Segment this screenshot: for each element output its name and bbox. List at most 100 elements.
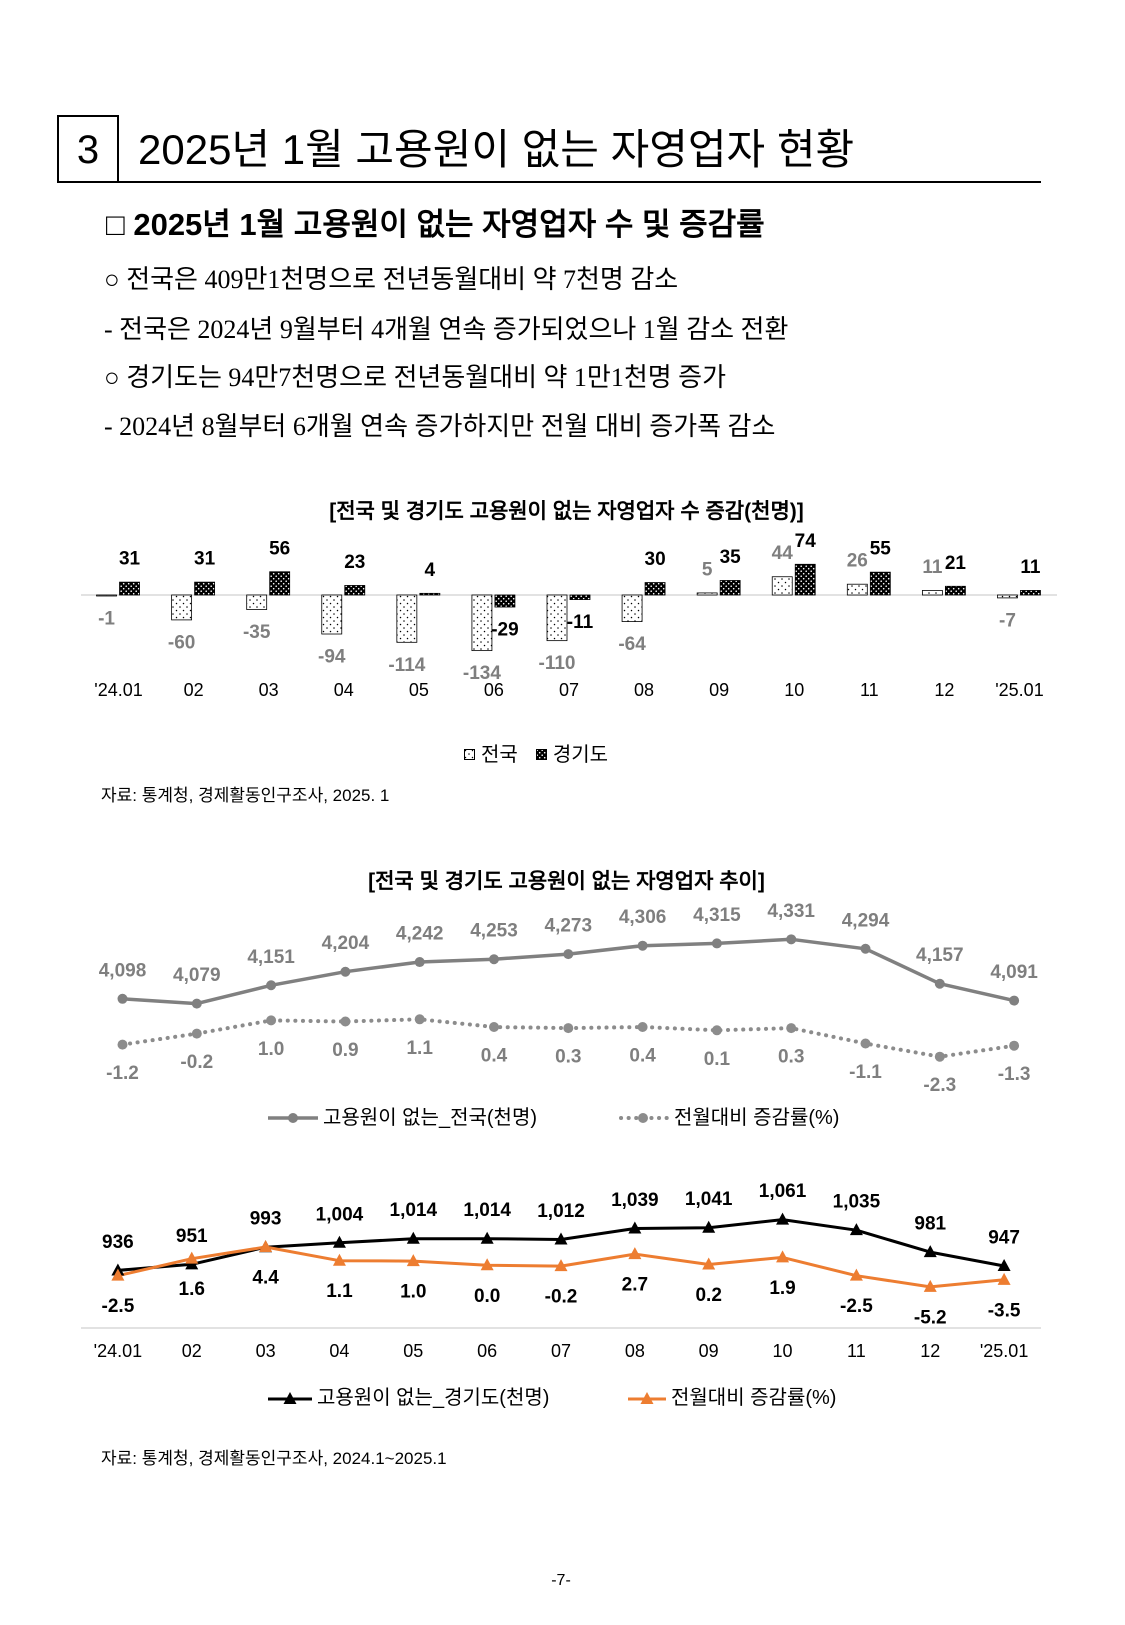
data-label-national-count: 4,315 <box>693 905 741 926</box>
data-label-national-count: 4,294 <box>842 910 890 931</box>
data-label-national-rate: -1.1 <box>849 1062 882 1083</box>
x-tick-label: 02 <box>184 680 204 700</box>
summary-sub-bullet: - 전국은 2024년 9월부터 4개월 연속 증가되었으나 1월 감소 전환 <box>104 315 789 344</box>
legend-label-gyeonggi: 경기도 <box>552 744 609 766</box>
data-label-gyeonggi: -11 <box>567 612 594 633</box>
marker-gyeonggi-count <box>259 1240 273 1253</box>
x-tick-label: 03 <box>256 1341 276 1361</box>
marker-national-count <box>266 980 277 991</box>
bar-gyeonggi <box>644 582 666 596</box>
marker-gyeonggi-rate <box>702 1257 716 1270</box>
marker-national-count <box>934 978 945 989</box>
bar-national <box>171 594 193 621</box>
x-tick-label: '24.01 <box>94 1341 142 1361</box>
x-tick-label: 09 <box>709 680 729 700</box>
x-tick-label: 12 <box>920 1341 940 1361</box>
data-label-gyeonggi: 21 <box>945 553 967 574</box>
bar-national <box>246 594 268 610</box>
x-tick-label: 05 <box>409 680 429 700</box>
data-label-gyeonggi-count: 1,041 <box>685 1189 733 1210</box>
bar-gyeonggi <box>569 594 591 600</box>
data-label-national-rate: -0.2 <box>180 1052 213 1073</box>
marker-national-rate <box>340 1016 351 1027</box>
x-tick-label: 02 <box>182 1341 202 1361</box>
bar-national <box>621 594 643 622</box>
data-label-gyeonggi: 30 <box>645 549 666 570</box>
marker-gyeonggi-count <box>406 1231 420 1244</box>
data-label-gyeonggi-rate: 1.1 <box>326 1281 353 1302</box>
marker-national-count <box>340 966 351 977</box>
x-tick-label: 03 <box>259 680 279 700</box>
marker-gyeonggi-rate <box>406 1254 420 1267</box>
data-label-gyeonggi-rate: 1.9 <box>769 1278 795 1299</box>
bar-gyeonggi <box>119 581 140 596</box>
data-label-gyeonggi: -29 <box>491 620 518 641</box>
marker-gyeonggi-count <box>111 1263 125 1276</box>
x-tick-label: 05 <box>403 1341 423 1361</box>
marker-gyeonggi-count <box>332 1235 346 1248</box>
data-label-national-rate: 0.3 <box>555 1047 581 1068</box>
x-tick-label: 10 <box>784 680 804 700</box>
data-label-gyeonggi-rate: 0.0 <box>474 1286 500 1307</box>
marker-gyeonggi-rate <box>923 1279 937 1292</box>
legend-label-gyeonggi-count: 고용원이 없는_경기도(천명) <box>317 1387 550 1409</box>
marker-national-rate <box>266 1015 277 1026</box>
data-label-gyeonggi: 35 <box>720 547 742 568</box>
bar-national <box>696 592 718 596</box>
data-label-national-count: 4,253 <box>470 921 518 942</box>
data-label-national-rate: 1.0 <box>258 1039 284 1060</box>
legend-item-gyeonggi: 경기도 <box>535 742 609 768</box>
data-label-gyeonggi: 56 <box>269 538 290 559</box>
data-label-gyeonggi: 31 <box>119 549 141 570</box>
data-label-national-count: 4,079 <box>173 965 221 986</box>
x-tick-label: 12 <box>934 680 954 700</box>
data-label-gyeonggi: 31 <box>194 549 216 570</box>
data-label-gyeonggi-count: 936 <box>102 1232 134 1253</box>
marker-national-count <box>1009 995 1020 1006</box>
marker-national-rate <box>711 1025 722 1036</box>
data-label-gyeonggi-count: 1,012 <box>537 1201 585 1222</box>
data-label-national: -114 <box>388 655 425 676</box>
marker-national-count <box>414 957 425 968</box>
marker-national-count <box>860 943 871 954</box>
summary-bullet: ○ 전국은 409만1천명으로 전년동월대비 약 7천명 감소 <box>104 265 679 294</box>
data-label-national-rate: 0.9 <box>332 1040 358 1061</box>
x-tick-label: 07 <box>559 680 579 700</box>
data-label-national-count: 4,157 <box>916 945 964 966</box>
marker-gyeonggi-rate <box>259 1240 273 1253</box>
legend-item-gyeonggi-rate: 전월대비 증감률(%) <box>628 1385 836 1411</box>
x-tick-label: 11 <box>860 680 879 700</box>
marker-national-rate <box>860 1038 871 1049</box>
bar-gyeonggi <box>944 585 966 596</box>
x-tick-label: 06 <box>484 680 504 700</box>
data-label-gyeonggi-rate: 4.4 <box>252 1268 279 1289</box>
data-label-national-count: 4,273 <box>545 916 593 937</box>
marker-national-rate <box>563 1023 574 1034</box>
bar-gyeonggi <box>419 592 441 596</box>
x-tick-label: '24.01 <box>94 680 142 700</box>
x-tick-label: 09 <box>699 1341 719 1361</box>
data-label-gyeonggi-rate: -2.5 <box>102 1296 135 1317</box>
marker-gyeonggi-count <box>776 1212 790 1225</box>
marker-gyeonggi-count <box>997 1258 1011 1271</box>
legend-item-national: 전국 <box>464 742 518 768</box>
data-label-gyeonggi: 55 <box>870 539 892 560</box>
gray-line-circle-icon <box>268 1113 318 1123</box>
data-label-national: 26 <box>847 551 868 572</box>
marker-national-rate <box>191 1028 202 1039</box>
data-label-national-rate: 0.3 <box>778 1047 804 1068</box>
bar-national <box>997 594 1018 599</box>
marker-national-count <box>489 954 499 965</box>
bar-gyeonggi <box>494 594 516 608</box>
bar-gyeonggi <box>794 563 816 596</box>
data-label-national-count: 4,091 <box>990 962 1038 983</box>
black-square-icon <box>535 749 547 760</box>
summary-heading: □ 2025년 1월 고용원이 없는 자영업자 수 및 증감률 <box>106 207 765 242</box>
marker-national-count <box>637 940 648 951</box>
data-label-national-rate: 0.4 <box>481 1046 508 1067</box>
summary-bullet: ○ 경기도는 94만7천명으로 전년동월대비 약 1만1천명 증가 <box>104 363 727 392</box>
data-label-national: 5 <box>702 559 713 580</box>
bar-chart-legend: 전국 경기도 <box>464 742 608 768</box>
data-label-gyeonggi-rate: 0.2 <box>695 1285 721 1306</box>
legend-label-national: 전국 <box>481 744 518 766</box>
